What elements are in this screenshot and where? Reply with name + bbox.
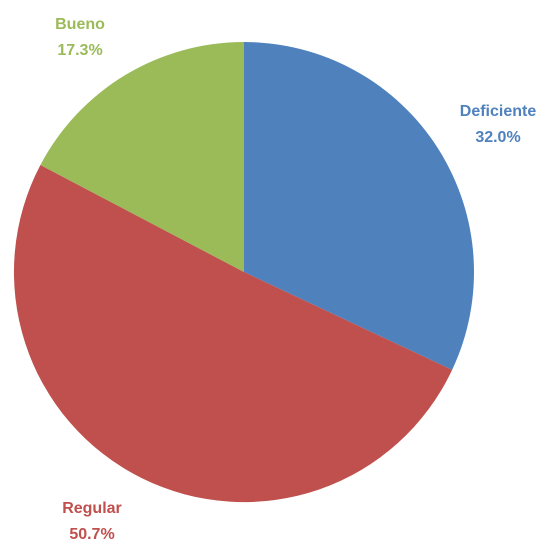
- slice-label-regular: Regular: [62, 500, 122, 517]
- slice-value-regular: 50.7%: [69, 526, 114, 543]
- pie-labels: Deficiente 32.0% Regular 50.7% Bueno 17.3%: [55, 16, 536, 543]
- slice-value-bueno: 17.3%: [57, 42, 102, 59]
- slice-label-deficiente: Deficiente: [460, 103, 537, 120]
- pie-slice-bueno: [40, 42, 245, 272]
- pie-slice-regular: [13, 165, 453, 503]
- pie-slice-deficiente: [244, 42, 475, 370]
- slice-label-bueno: Bueno: [55, 16, 105, 33]
- slice-value-deficiente: 32.0%: [475, 129, 520, 146]
- pie-slices: [13, 42, 475, 503]
